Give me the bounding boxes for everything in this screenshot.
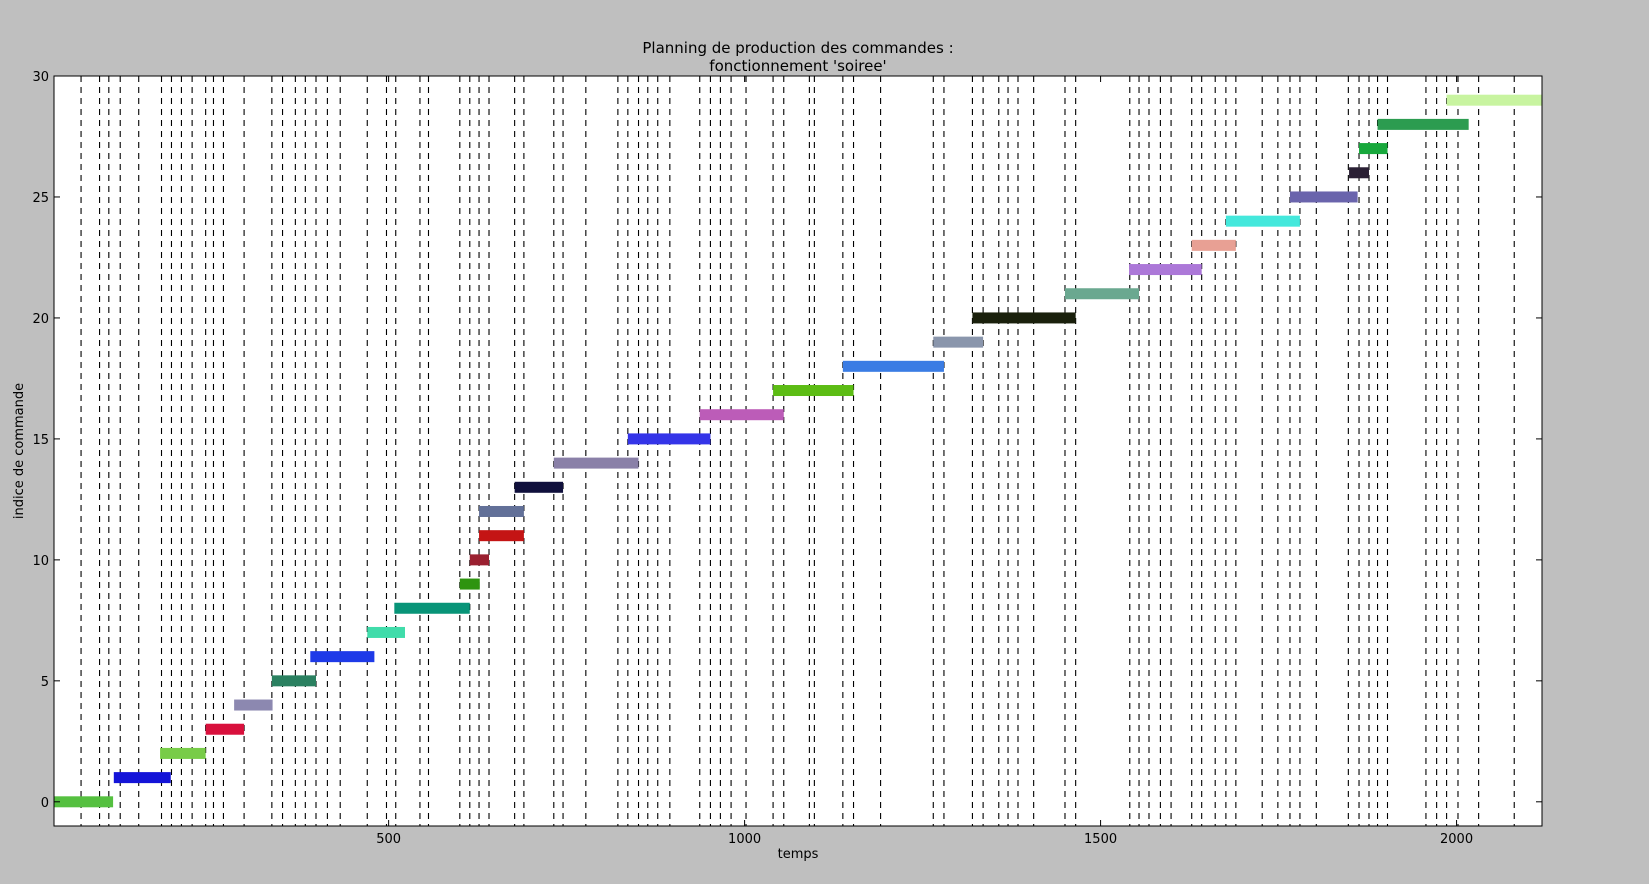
task-bar-3 <box>205 723 245 735</box>
chart-title-line-1: Planning de production des commandes : <box>642 39 953 57</box>
task-bar-22 <box>1129 264 1202 276</box>
y-tick-label-0: 0 <box>41 796 49 811</box>
chart-title-line-2: fonctionnement 'soiree' <box>709 57 886 75</box>
task-bar-8 <box>394 602 470 614</box>
y-tick-label-3: 15 <box>32 433 49 448</box>
y-tick-label-4: 20 <box>32 312 49 327</box>
y-tick-label-6: 30 <box>32 70 49 85</box>
y-tick-label-5: 25 <box>32 191 49 206</box>
task-bar-10 <box>469 554 490 566</box>
task-bar-7 <box>367 626 405 638</box>
task-bar-23 <box>1191 239 1236 251</box>
y-axis-label: indice de commande <box>12 383 27 519</box>
plot-area-frame <box>53 75 1543 827</box>
vertical-dashed-lines <box>80 76 1515 826</box>
task-bar-15 <box>627 433 711 445</box>
axis-ticks: 500 1000 1500 2000 0 5 10 15 20 25 30 <box>32 70 1542 847</box>
task-bar-18 <box>842 360 944 372</box>
task-bar-17 <box>773 385 854 397</box>
task-bar-21 <box>1064 288 1140 300</box>
task-bar-6 <box>310 651 375 663</box>
task-bar-26 <box>1349 167 1369 179</box>
plot-area-background <box>54 76 1542 826</box>
task-bar-13 <box>514 481 564 493</box>
task-bar-14 <box>553 457 639 469</box>
x-tick-label-2: 1500 <box>1084 832 1117 847</box>
task-bar-11 <box>479 530 524 542</box>
task-bar-19 <box>933 336 984 348</box>
task-bar-9 <box>459 578 480 590</box>
task-bar-0 <box>54 796 114 808</box>
task-bar-25 <box>1289 191 1358 203</box>
y-tick-label-2: 10 <box>32 554 49 569</box>
task-bar-12 <box>479 505 524 517</box>
task-bar-20 <box>972 312 1076 324</box>
x-tick-label-0: 500 <box>376 832 401 847</box>
y-tick-label-1: 5 <box>41 675 49 690</box>
x-tick-label-1: 1000 <box>728 832 761 847</box>
task-bar-24 <box>1225 215 1300 227</box>
task-bar-27 <box>1359 143 1388 155</box>
task-bars <box>54 94 1542 808</box>
task-bar-4 <box>234 699 273 711</box>
x-axis-label: temps <box>778 847 819 862</box>
x-tick-label-3: 2000 <box>1440 832 1473 847</box>
task-bar-5 <box>271 675 317 687</box>
task-bar-16 <box>699 409 784 421</box>
task-bar-2 <box>160 747 206 759</box>
task-bar-29 <box>1446 94 1542 106</box>
task-bar-28 <box>1377 118 1469 130</box>
task-bar-1 <box>113 772 171 784</box>
